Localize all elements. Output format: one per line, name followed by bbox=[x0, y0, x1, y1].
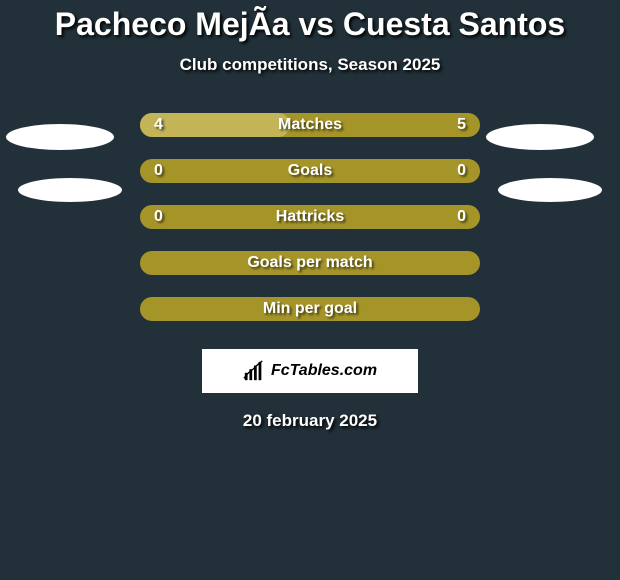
decorative-ellipse bbox=[6, 124, 114, 150]
stat-right-value: 0 bbox=[457, 208, 466, 226]
stat-row: 4Matches5 bbox=[140, 113, 480, 137]
stat-label: Matches bbox=[140, 116, 480, 134]
decorative-ellipse bbox=[498, 178, 602, 202]
badge-container: FcTables.com bbox=[0, 349, 620, 393]
stat-label: Min per goal bbox=[140, 300, 480, 318]
fctables-badge[interactable]: FcTables.com bbox=[202, 349, 418, 393]
decorative-ellipse bbox=[18, 178, 122, 202]
stat-label: Hattricks bbox=[140, 208, 480, 226]
stat-row: Min per goal bbox=[140, 297, 480, 321]
stat-row: Goals per match bbox=[140, 251, 480, 275]
stat-label: Goals per match bbox=[140, 254, 480, 272]
page-title: Pacheco MejÃ­a vs Cuesta Santos bbox=[0, 6, 620, 43]
stat-right-value: 5 bbox=[457, 116, 466, 134]
stat-label: Goals bbox=[140, 162, 480, 180]
stat-row: 0Hattricks0 bbox=[140, 205, 480, 229]
stat-right-value: 0 bbox=[457, 162, 466, 180]
decorative-ellipse bbox=[486, 124, 594, 150]
page-subtitle: Club competitions, Season 2025 bbox=[0, 55, 620, 75]
footer-date: 20 february 2025 bbox=[0, 411, 620, 431]
badge-text: FcTables.com bbox=[271, 362, 377, 380]
stat-row: 0Goals0 bbox=[140, 159, 480, 183]
root-container: Pacheco MejÃ­a vs Cuesta Santos Club com… bbox=[0, 0, 620, 431]
bar-chart-icon bbox=[243, 360, 265, 382]
